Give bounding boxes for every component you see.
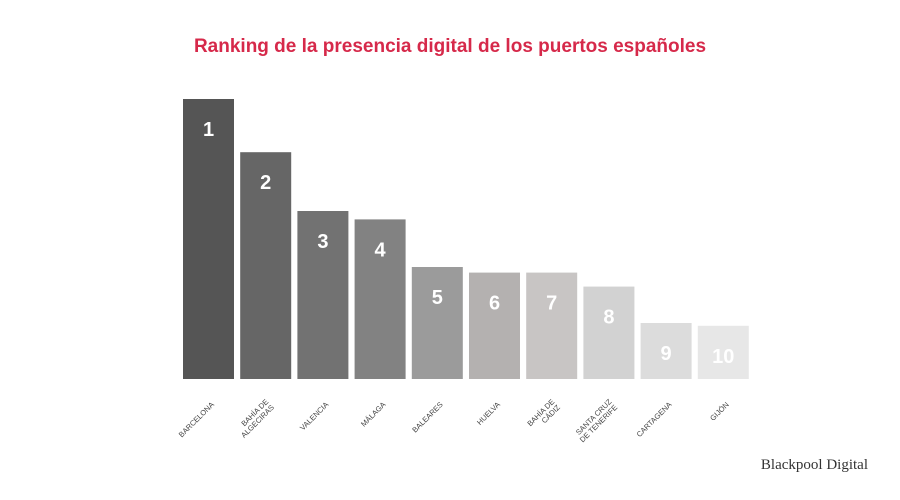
- category-label-line: BALEARES: [410, 400, 444, 434]
- category-label-line: HUELVA: [475, 400, 502, 427]
- rank-label-6: 6: [489, 293, 500, 315]
- bars-group: [183, 99, 749, 379]
- rank-label-9: 9: [661, 343, 672, 365]
- rank-label-8: 8: [603, 307, 614, 329]
- bar-10: [697, 325, 749, 379]
- bar-5: [411, 267, 463, 379]
- rank-labels-group: 1 2 3 4 5 6 7 8 9 10: [203, 119, 734, 368]
- category-label-line: CARTAGENA: [635, 400, 674, 439]
- rank-label-10: 10: [712, 346, 734, 368]
- rank-label-5: 5: [432, 287, 443, 309]
- category-label-4: MÁLAGA: [359, 400, 387, 428]
- bar-8: [583, 286, 635, 379]
- bar-2: [240, 152, 292, 379]
- category-label-9: CARTAGENA: [635, 400, 674, 439]
- category-label-3: VALENCIA: [298, 400, 330, 432]
- category-label-line: VALENCIA: [298, 400, 330, 432]
- rank-label-7: 7: [546, 293, 557, 315]
- bar-9: [640, 323, 692, 379]
- chart-title: Ranking de la presencia digital de los p…: [193, 36, 707, 57]
- category-label-10: GIJÓN: [708, 400, 731, 423]
- category-label-line: MÁLAGA: [359, 400, 387, 428]
- category-label-6: HUELVA: [475, 400, 502, 427]
- rank-label-1: 1: [203, 119, 214, 141]
- rank-label-3: 3: [317, 231, 328, 253]
- bar-7: [526, 272, 578, 379]
- brand-logo: Blackpool Digital: [760, 457, 868, 473]
- category-label-line: GIJÓN: [708, 400, 731, 423]
- bar-1: [183, 99, 234, 379]
- category-label-line: BARCELONA: [177, 400, 216, 439]
- bar-3: [297, 211, 349, 379]
- category-label-5: BALEARES: [410, 400, 444, 434]
- bar-6: [469, 272, 520, 379]
- rank-label-2: 2: [260, 172, 271, 194]
- category-label-1: BARCELONA: [177, 400, 216, 439]
- rank-label-4: 4: [375, 239, 387, 261]
- bar-4: [354, 219, 406, 379]
